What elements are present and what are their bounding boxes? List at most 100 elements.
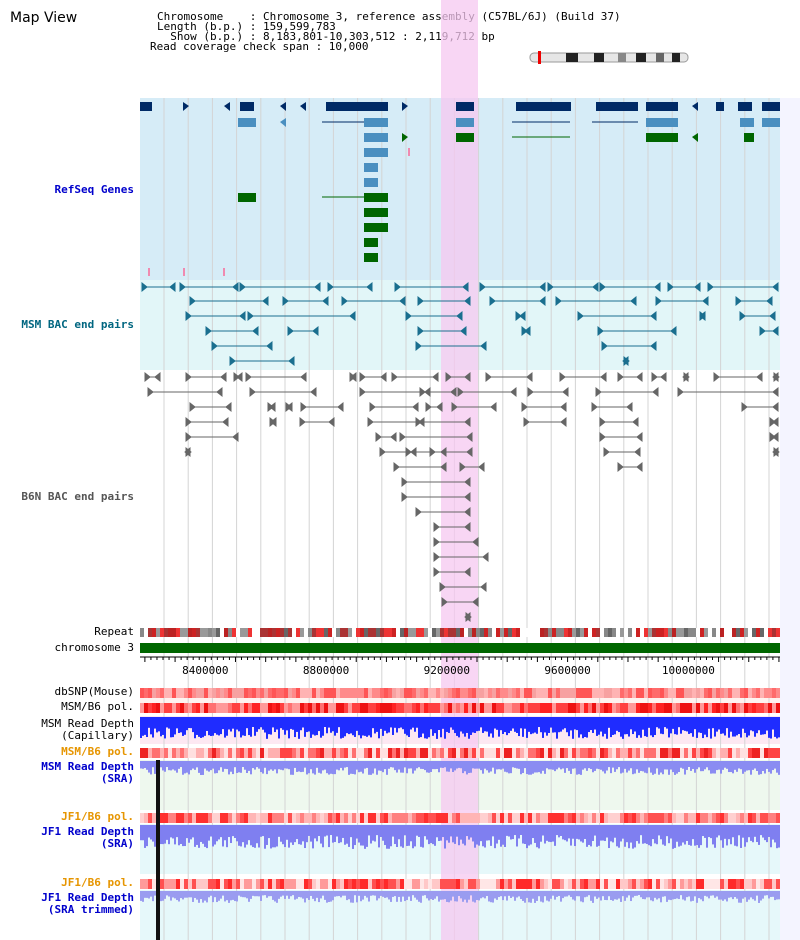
gene-feature[interactable] xyxy=(364,253,378,262)
b6n-pair-end[interactable] xyxy=(600,371,607,383)
b6n-pair-end[interactable] xyxy=(184,446,191,458)
b6n-pair-end[interactable] xyxy=(626,401,633,413)
msm-pair-end[interactable] xyxy=(460,325,467,337)
msm-pair-end[interactable] xyxy=(772,325,779,337)
msm-pair-end[interactable] xyxy=(394,281,401,293)
b6n-pair-end[interactable] xyxy=(249,386,256,398)
msm-pair-end[interactable] xyxy=(539,295,546,307)
gene-feature[interactable] xyxy=(762,118,780,127)
b6n-pair-end[interactable] xyxy=(772,431,779,443)
b6n-pair-end[interactable] xyxy=(433,536,440,548)
b6n-pair-end[interactable] xyxy=(741,401,748,413)
msm-pair-end[interactable] xyxy=(479,281,486,293)
b6n-pair-end[interactable] xyxy=(433,521,440,533)
gene-feature[interactable] xyxy=(646,133,678,142)
b6n-pair-end[interactable] xyxy=(391,371,398,383)
msm-pair-end[interactable] xyxy=(462,281,469,293)
gene-arrow[interactable] xyxy=(300,102,306,111)
msm-pair-end[interactable] xyxy=(232,281,239,293)
b6n-pair-end[interactable] xyxy=(772,416,779,428)
b6n-bac-label[interactable]: B6N BAC end pairs xyxy=(21,490,134,503)
msm-pair-end[interactable] xyxy=(702,295,709,307)
b6n-pair-end[interactable] xyxy=(527,386,534,398)
gene-feature[interactable] xyxy=(140,102,152,111)
b6n-pair-end[interactable] xyxy=(464,491,471,503)
msm-pair-end[interactable] xyxy=(211,340,218,352)
b6n-pair-end[interactable] xyxy=(756,371,763,383)
msm-pair-end[interactable] xyxy=(327,281,334,293)
msm-pair-end[interactable] xyxy=(655,295,662,307)
msm-pair-end[interactable] xyxy=(759,325,766,337)
b6n-pair-end[interactable] xyxy=(651,371,658,383)
gene-feature[interactable] xyxy=(326,102,388,111)
msm-pair-end[interactable] xyxy=(179,281,186,293)
b6n-pair-end[interactable] xyxy=(521,401,528,413)
b6n-pair-end[interactable] xyxy=(328,416,335,428)
b6n-pair-end[interactable] xyxy=(337,401,344,413)
msm-bac-label[interactable]: MSM BAC end pairs xyxy=(21,318,134,331)
msm-pair-end[interactable] xyxy=(650,310,657,322)
msm-pair-end[interactable] xyxy=(287,325,294,337)
b6n-pair-end[interactable] xyxy=(412,401,419,413)
b6n-pair-end[interactable] xyxy=(245,371,252,383)
msm-pair-end[interactable] xyxy=(229,355,236,367)
msm-pair-end[interactable] xyxy=(239,310,246,322)
msm-pair-end[interactable] xyxy=(405,310,412,322)
b6n-pair-end[interactable] xyxy=(405,446,412,458)
gene-feature[interactable] xyxy=(364,208,388,217)
msm-pair-end[interactable] xyxy=(650,340,657,352)
b6n-pair-end[interactable] xyxy=(269,401,276,413)
b6n-bac-pairs[interactable] xyxy=(144,371,780,623)
b6n-pair-end[interactable] xyxy=(185,416,192,428)
msm-pair-end[interactable] xyxy=(592,281,599,293)
gene-feature[interactable] xyxy=(456,102,474,111)
b6n-pair-end[interactable] xyxy=(636,371,643,383)
b6n-pair-end[interactable] xyxy=(415,416,422,428)
b6n-pair-end[interactable] xyxy=(459,461,466,473)
b6n-pair-end[interactable] xyxy=(464,566,471,578)
b6n-pair-end[interactable] xyxy=(440,461,447,473)
b6n-pair-end[interactable] xyxy=(429,446,436,458)
b6n-pair-end[interactable] xyxy=(634,446,641,458)
b6n-pair-end[interactable] xyxy=(636,461,643,473)
b6n-pair-end[interactable] xyxy=(510,386,517,398)
msm-pair-end[interactable] xyxy=(739,310,746,322)
b6n-pair-end[interactable] xyxy=(189,401,196,413)
b6n-pair-end[interactable] xyxy=(636,431,643,443)
b6n-pair-end[interactable] xyxy=(359,371,366,383)
b6n-pair-end[interactable] xyxy=(603,446,610,458)
msm-pair-end[interactable] xyxy=(417,295,424,307)
msm-pair-end[interactable] xyxy=(239,281,246,293)
b6n-pair-end[interactable] xyxy=(472,596,479,608)
gene-feature[interactable] xyxy=(364,238,378,247)
b6n-pair-end[interactable] xyxy=(464,611,471,623)
b6n-pair-end[interactable] xyxy=(482,551,489,563)
b6n-pair-end[interactable] xyxy=(595,386,602,398)
gene-feature[interactable] xyxy=(364,223,388,232)
gene-feature[interactable] xyxy=(364,193,388,202)
msm-pair-end[interactable] xyxy=(288,355,295,367)
b6n-pair-end[interactable] xyxy=(154,371,161,383)
b6n-pair-end[interactable] xyxy=(232,431,239,443)
msm-pair-end[interactable] xyxy=(630,295,637,307)
gene-arrow[interactable] xyxy=(224,102,230,111)
msm-pair-end[interactable] xyxy=(772,281,779,293)
b6n-pair-end[interactable] xyxy=(562,386,569,398)
msm-pair-end[interactable] xyxy=(322,295,329,307)
msm-pair-end[interactable] xyxy=(480,340,487,352)
b6n-pair-end[interactable] xyxy=(439,581,446,593)
b6n-pair-end[interactable] xyxy=(617,461,624,473)
b6n-pair-end[interactable] xyxy=(480,581,487,593)
gene-arrow[interactable] xyxy=(402,102,408,111)
b6n-pair-end[interactable] xyxy=(490,401,497,413)
b6n-pair-end[interactable] xyxy=(220,371,227,383)
b6n-pair-end[interactable] xyxy=(464,521,471,533)
b6n-pair-end[interactable] xyxy=(682,371,689,383)
b6n-pair-end[interactable] xyxy=(560,401,567,413)
msm-pair-end[interactable] xyxy=(262,295,269,307)
b6n-pair-end[interactable] xyxy=(772,401,779,413)
b6n-pair-end[interactable] xyxy=(401,476,408,488)
msm-pair-end[interactable] xyxy=(312,325,319,337)
b6n-pair-end[interactable] xyxy=(560,416,567,428)
msm-pair-end[interactable] xyxy=(524,325,531,337)
